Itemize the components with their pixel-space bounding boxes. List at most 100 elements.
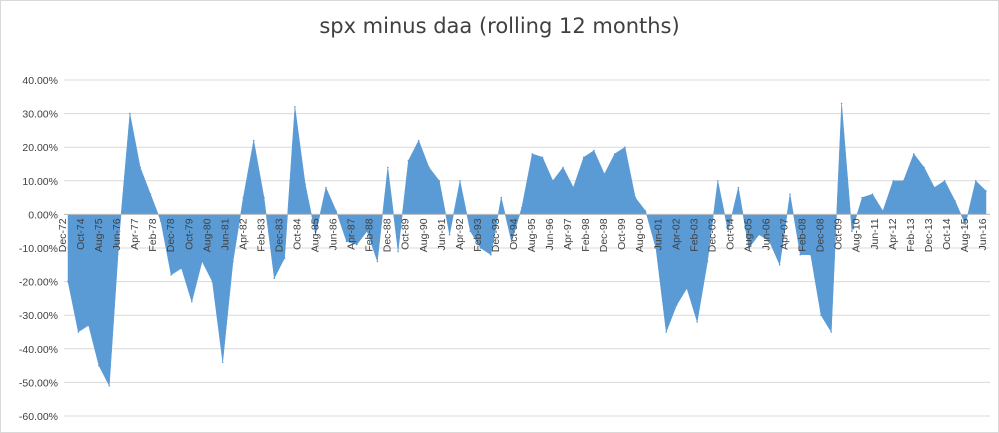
x-tick-label: Aug-10: [851, 218, 863, 252]
data-point: [820, 314, 822, 317]
x-tick-label: Feb-93: [472, 218, 484, 251]
data-point: [902, 180, 905, 182]
data-point: [985, 190, 987, 192]
data-point: [861, 196, 863, 199]
y-tick-label: 30.00%: [22, 109, 58, 121]
data-point: [283, 257, 286, 259]
y-tick-label: -50.00%: [19, 377, 58, 389]
data-point: [572, 186, 575, 189]
x-tick-label: Aug-90: [418, 218, 430, 252]
data-point: [706, 260, 709, 263]
x-tick-label: Dec-08: [815, 218, 827, 252]
x-tick-label: Apr-07: [779, 218, 791, 250]
data-point: [201, 260, 203, 263]
x-tick-label: Aug-75: [93, 218, 105, 252]
data-point: [613, 153, 616, 155]
data-point: [552, 180, 554, 182]
data-point: [500, 196, 503, 199]
data-point: [644, 210, 647, 212]
x-tick-label: Jun-91: [436, 218, 448, 250]
x-tick-label: Dec-78: [165, 218, 177, 252]
data-point: [139, 166, 141, 169]
data-point: [778, 264, 781, 266]
data-point: [871, 193, 874, 195]
data-point: [696, 321, 698, 323]
data-point: [170, 274, 172, 276]
data-point: [634, 196, 637, 199]
x-tick-label: Dec-13: [923, 218, 935, 252]
y-tick-label: -30.00%: [19, 310, 58, 322]
y-tick-label: 0.00%: [28, 209, 58, 221]
x-tick-label: Dec-93: [490, 218, 502, 252]
data-point: [892, 180, 894, 182]
data-point: [211, 280, 214, 283]
x-tick-label: Dec-72: [57, 218, 69, 252]
x-tick-label: Apr-92: [454, 218, 466, 250]
x-tick-label: Apr-97: [562, 218, 574, 250]
x-tick-label: Aug-15: [959, 218, 971, 252]
data-point: [582, 156, 585, 159]
x-tick-label: Jun-01: [652, 218, 664, 250]
data-point: [727, 230, 729, 232]
data-point: [913, 153, 915, 155]
data-point: [974, 180, 977, 182]
data-point: [325, 186, 327, 189]
x-tick-label: Oct-84: [292, 218, 304, 250]
x-tick-label: Feb-83: [255, 218, 267, 251]
x-tick-label: Apr-77: [129, 218, 141, 250]
x-tick-label: Jun-96: [544, 218, 556, 250]
data-point: [67, 280, 69, 283]
data-point: [160, 220, 162, 222]
data-point: [366, 230, 368, 232]
data-point: [345, 240, 348, 243]
x-tick-label: Apr-12: [887, 218, 899, 250]
data-point: [304, 183, 307, 185]
x-tick-label: Oct-74: [75, 218, 87, 250]
x-tick-label: Apr-87: [346, 218, 358, 250]
data-point: [376, 260, 379, 263]
x-tick-label: Aug-80: [201, 218, 213, 252]
data-point: [809, 253, 812, 256]
data-point: [221, 361, 224, 364]
data-point: [407, 159, 410, 162]
x-tick-label: Dec-98: [598, 218, 610, 252]
data-point: [840, 102, 843, 105]
data-point: [263, 196, 265, 199]
data-point: [541, 156, 544, 159]
x-tick-label: Apr-02: [670, 218, 682, 250]
x-tick-label: Feb-78: [147, 218, 159, 251]
x-tick-label: Oct-04: [724, 218, 736, 250]
data-point: [356, 243, 358, 246]
x-tick-label: Oct-09: [833, 218, 845, 250]
x-tick-label: Jun-76: [111, 218, 123, 250]
x-tick-label: Oct-89: [400, 218, 412, 250]
data-point: [314, 233, 317, 236]
data-point: [737, 186, 740, 189]
data-point: [118, 230, 121, 232]
chart-title: spx minus daa (rolling 12 months): [319, 14, 680, 38]
data-point: [748, 247, 750, 249]
data-point: [923, 166, 925, 169]
data-point: [665, 331, 667, 333]
data-point: [490, 253, 492, 256]
data-point: [98, 364, 100, 367]
data-point: [789, 193, 791, 195]
data-point: [77, 331, 80, 333]
x-tick-label: Aug-05: [742, 218, 754, 252]
data-point: [562, 166, 564, 169]
x-tick-label: Jun-16: [977, 218, 989, 250]
x-tick-label: Jun-06: [761, 218, 773, 250]
data-point: [603, 173, 606, 175]
x-tick-label: Dec-88: [382, 218, 394, 252]
data-point: [438, 180, 441, 182]
data-point: [933, 186, 936, 189]
data-point: [108, 385, 111, 387]
data-point: [397, 250, 399, 253]
data-point: [232, 260, 234, 263]
y-tick-label: -20.00%: [19, 277, 58, 289]
data-point: [954, 200, 956, 202]
x-tick-label: Feb-03: [688, 218, 700, 251]
data-point: [387, 166, 389, 169]
data-point: [593, 149, 595, 152]
